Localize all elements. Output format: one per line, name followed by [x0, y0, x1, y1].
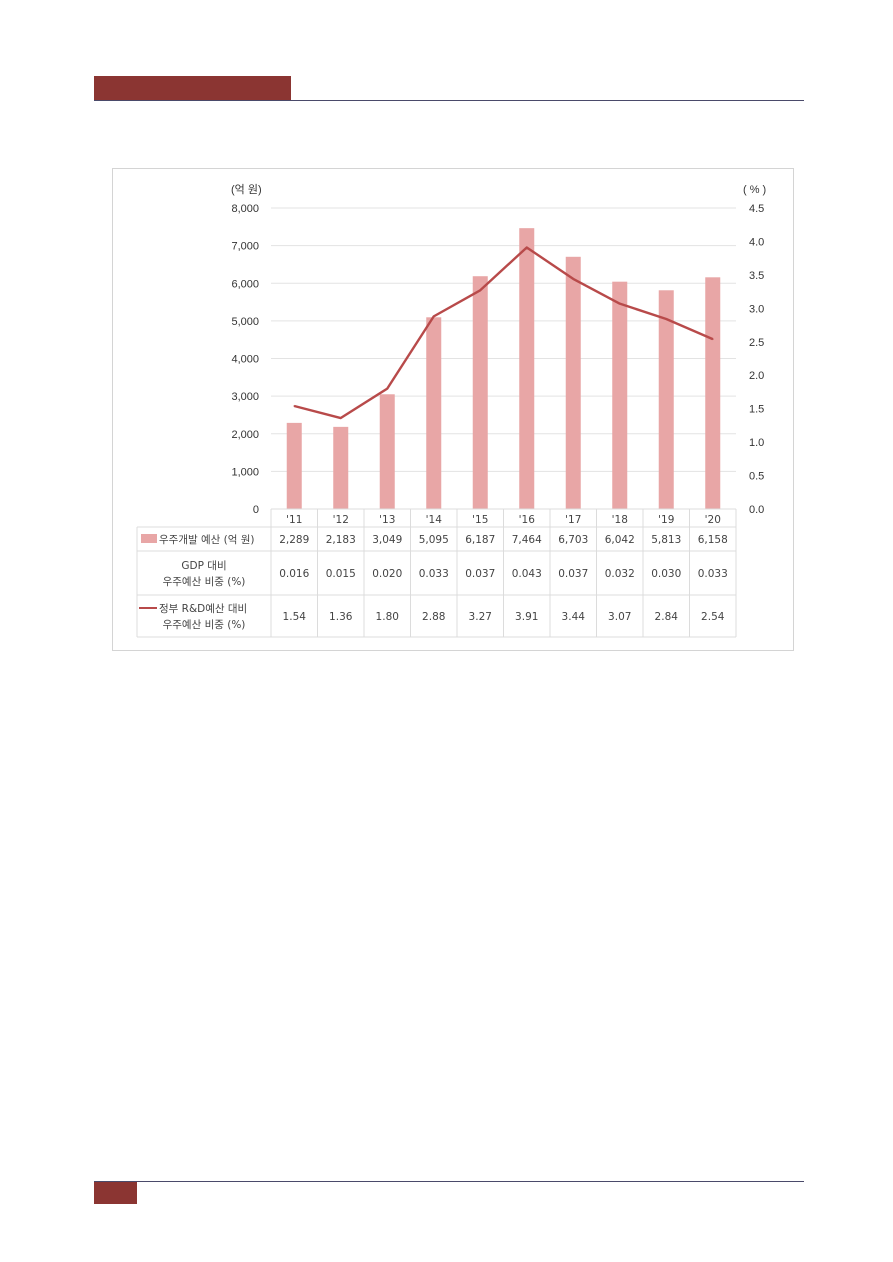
y-right-tick-label: 0.5: [749, 471, 764, 483]
y-right-tick-label: 2.0: [749, 370, 764, 382]
line-point: [386, 387, 389, 390]
data-label-rnd: 2.88: [422, 611, 445, 623]
y-right-unit-label: ( % ): [743, 184, 766, 196]
line-point: [479, 289, 482, 292]
data-label-rnd: 2.54: [701, 611, 725, 623]
data-label-gdp: 0.020: [372, 568, 402, 580]
row-label-rnd-line1: 정부 R&D예산 대비: [159, 602, 247, 615]
data-label-rnd: 3.07: [608, 611, 631, 623]
data-label-budget: 5,095: [419, 534, 449, 546]
header-rule: [94, 100, 804, 101]
footer-accent-block: [94, 1182, 137, 1204]
y-right-tick-label: 4.0: [749, 236, 764, 248]
data-label-budget: 6,158: [698, 534, 728, 546]
bar: [519, 228, 535, 509]
x-tick-label: '14: [426, 514, 443, 526]
data-label-gdp: 0.033: [698, 568, 728, 580]
data-label-budget: 3,049: [372, 534, 402, 546]
y-left-unit-label: (억 원): [231, 183, 262, 196]
line-point: [665, 318, 668, 320]
data-label-rnd: 1.54: [283, 611, 307, 623]
row-label-gdp-line1: GDP 대비: [181, 560, 226, 572]
y-right-tick-label: 1.5: [749, 404, 764, 416]
data-label-gdp: 0.015: [326, 568, 356, 580]
x-tick-label: '18: [612, 514, 628, 526]
data-label-gdp: 0.030: [651, 568, 681, 580]
header-accent-bar: [94, 76, 291, 100]
data-label-gdp: 0.043: [512, 568, 542, 580]
line-point: [293, 405, 296, 407]
y-left-tick-label: 2,000: [231, 429, 259, 441]
x-tick-label: '13: [379, 514, 395, 526]
data-label-rnd: 3.91: [515, 611, 538, 623]
line-point: [618, 302, 621, 305]
data-label-rnd: 3.44: [562, 611, 586, 623]
line-point: [572, 278, 575, 280]
budget-chart: 8,000 7,000 6,000 5,000 4,000 3,000 2,000 1,000…: [136, 183, 766, 638]
legend-label-budget: 우주개발 예산 (억 원): [159, 533, 255, 546]
legend-swatch-bar: [141, 534, 157, 543]
data-label-budget: 5,813: [651, 534, 681, 546]
data-label-gdp: 0.016: [279, 568, 309, 580]
y-right-tick-label: 4.5: [749, 203, 764, 215]
bar: [286, 422, 302, 509]
data-label-budget: 2,289: [279, 534, 309, 546]
x-tick-label: '16: [519, 514, 536, 526]
y-left-tick-label: 6,000: [231, 278, 259, 290]
data-label-gdp: 0.032: [605, 568, 635, 580]
chart-frame: 8,000 7,000 6,000 5,000 4,000 3,000 2,000 1,000…: [112, 168, 794, 651]
bar: [379, 394, 395, 509]
bar: [612, 281, 628, 509]
data-label-gdp: 0.037: [558, 568, 588, 580]
bar: [472, 276, 488, 509]
line-point: [339, 417, 342, 419]
x-tick-label: '15: [472, 514, 488, 526]
data-label-budget: 6,187: [465, 534, 495, 546]
row-label-gdp-line2: 우주예산 비중 (%): [163, 575, 246, 588]
x-tick-label: '12: [333, 514, 349, 526]
data-label-gdp: 0.037: [465, 568, 495, 580]
y-right-tick-label: 3.5: [749, 270, 764, 282]
line-point: [525, 246, 528, 249]
data-label-gdp: 0.033: [419, 568, 449, 580]
y-left-tick-label: 3,000: [231, 391, 259, 403]
bar: [565, 256, 581, 509]
data-label-budget: 7,464: [512, 534, 542, 546]
x-tick-label: '19: [658, 514, 674, 526]
bar: [705, 277, 721, 509]
y-left-tick-label: 1,000: [231, 466, 259, 478]
data-label-rnd: 3.27: [469, 611, 492, 623]
bar: [333, 426, 349, 509]
y-right-tick-label: 0.0: [749, 504, 764, 516]
y-left-tick-label: 4,000: [231, 354, 259, 366]
data-label-rnd: 1.36: [329, 611, 353, 623]
data-label-budget: 6,042: [605, 534, 635, 546]
y-right-tick-label: 3.0: [749, 303, 764, 315]
row-label-rnd-line2: 우주예산 비중 (%): [163, 618, 246, 631]
y-left-tick-label: 0: [253, 504, 259, 516]
footer-rule: [94, 1181, 804, 1182]
data-label-budget: 6,703: [558, 534, 588, 546]
y-left-tick-label: 8,000: [231, 203, 259, 215]
x-tick-label: '11: [286, 514, 302, 526]
y-left-tick-label: 7,000: [231, 241, 259, 253]
line-point: [711, 338, 714, 340]
y-left-tick-label: 5,000: [231, 316, 259, 328]
bar: [426, 317, 442, 509]
y-right-tick-label: 2.5: [749, 337, 764, 349]
line-series: [293, 246, 714, 420]
y-right-tick-label: 1.0: [749, 437, 764, 449]
data-label-budget: 2,183: [326, 534, 356, 546]
line-point: [432, 315, 435, 318]
bar: [658, 290, 674, 509]
x-tick-label: '17: [565, 514, 581, 526]
x-tick-label: '20: [705, 514, 721, 526]
data-label-rnd: 1.80: [376, 611, 399, 623]
data-label-rnd: 2.84: [655, 611, 679, 623]
